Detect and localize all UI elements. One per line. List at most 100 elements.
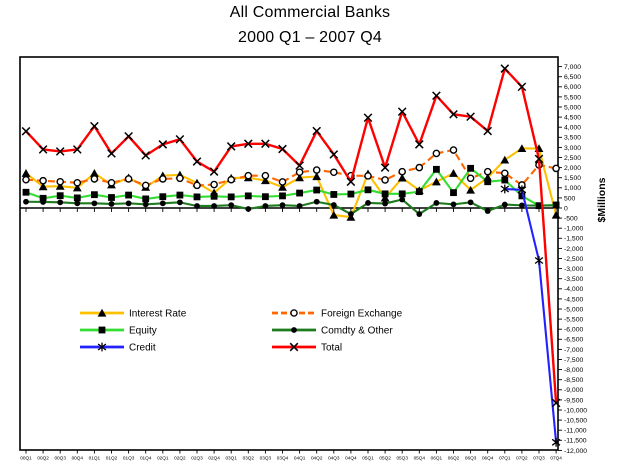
marker-x (90, 121, 99, 131)
y-axis-tick-label: 4,000 (564, 125, 581, 132)
legend-item-foreign-exchange: Foreign Exchange (272, 309, 403, 320)
marker-circle (330, 202, 337, 208)
y-axis-tick-label: -8,000 (564, 367, 583, 374)
marker-circle (245, 206, 252, 212)
marker-circle (519, 202, 525, 209)
marker-circle (228, 202, 235, 209)
y-axis-tick-label: -1,500 (564, 236, 583, 243)
legend-label: Comdty & Other (321, 326, 393, 337)
chart-subtitle: 2000 Q1 – 2007 Q4 (238, 29, 382, 46)
marker-circle (125, 200, 132, 207)
marker-circle-open (295, 168, 304, 177)
marker-square (398, 190, 406, 198)
marker-square (39, 194, 47, 202)
x-axis-tick-label: 04Q1 (294, 456, 306, 461)
marker-x (192, 157, 202, 166)
y-axis-tick-label: -10,000 (564, 407, 587, 414)
marker-x (72, 145, 82, 154)
y-axis-tick-label: -6,000 (564, 327, 583, 334)
x-axis-tick-label: 01Q1 (89, 456, 101, 461)
marker-x (295, 161, 304, 170)
marker-circle (433, 200, 440, 206)
marker-triangle (397, 173, 407, 182)
y-axis-tick-label: -3,500 (564, 276, 583, 283)
marker-circle (348, 211, 354, 217)
marker-circle-open (432, 149, 441, 158)
marker-circle (399, 196, 406, 203)
marker-circle (501, 201, 508, 208)
marker-x (278, 144, 287, 154)
legend-item-total: Total (272, 343, 342, 354)
y-axis-tick-label: -5,500 (564, 317, 583, 324)
marker-circle (91, 200, 98, 207)
x-axis-tick-label: 05Q2 (379, 456, 391, 461)
y-axis-tick-label: -11,500 (564, 438, 587, 445)
legend-item-comdty-other: Comdty & Other (272, 326, 393, 337)
marker-circle-open (39, 176, 47, 185)
legend-item-interest-rate: Interest Rate (80, 309, 187, 320)
x-axis-tick-label: 03Q2 (243, 456, 255, 461)
series-total (21, 64, 561, 408)
x-axis-tick-label: 06Q3 (465, 456, 477, 461)
y-axis-tick-label: -4,500 (564, 296, 583, 303)
marker-x (226, 142, 236, 151)
y-axis-tick-label: -4,000 (564, 286, 583, 293)
marker-circle-open (364, 172, 372, 180)
marker-circle (416, 211, 423, 217)
marker-circle (108, 201, 115, 207)
series-comdty-other (23, 196, 559, 217)
marker-triangle (261, 176, 270, 185)
x-axis-tick-label: 07Q3 (533, 456, 545, 461)
marker-circle (484, 208, 491, 214)
marker-circle-open (398, 167, 407, 176)
legend-label: Total (321, 343, 342, 354)
marker-circle (296, 203, 303, 209)
marker-circle-open (329, 168, 338, 177)
legend-label: Credit (129, 343, 156, 354)
marker-circle (365, 200, 371, 206)
marker-circle (291, 327, 297, 333)
y-axis-tick-label: 6,000 (564, 84, 581, 91)
x-axis-tick-label: 06Q2 (448, 456, 460, 461)
marker-square (193, 193, 201, 201)
marker-triangle (432, 177, 441, 186)
marker-circle-open (176, 174, 184, 183)
marker-square (262, 193, 269, 201)
y-axis-tick-label: -12,000 (564, 448, 587, 455)
marker-circle (23, 198, 29, 205)
legend-item-equity: Equity (80, 326, 157, 337)
x-axis-tick-label: 00Q2 (37, 456, 49, 461)
marker-x (158, 140, 168, 149)
marker-circle-open (210, 180, 218, 189)
y-axis-tick-label: 3,000 (564, 145, 581, 152)
marker-x (312, 126, 322, 136)
marker-circle-open (552, 164, 560, 173)
y-axis-tick-label: -11,000 (564, 428, 587, 435)
y-axis-tick-label: 7,000 (564, 64, 581, 71)
y-axis-tick-label: -500 (564, 216, 578, 223)
marker-asterisk (500, 184, 510, 194)
y-axis-tick-label: 4,500 (564, 115, 581, 122)
series-line-credit (504, 187, 558, 443)
marker-square (244, 192, 252, 200)
x-axis-tick-label: 04Q2 (311, 456, 323, 461)
plot-frame (19, 56, 559, 451)
y-axis-tick-label: -10,500 (564, 418, 587, 425)
x-axis-tick-label: 04Q4 (345, 456, 357, 461)
marker-triangle (449, 169, 458, 177)
y-axis-tick-label: 3,500 (564, 135, 581, 142)
x-axis-tick-label: 02Q1 (157, 456, 169, 461)
marker-circle-open (56, 177, 65, 186)
marker-circle-open (261, 171, 270, 180)
marker-circle (74, 200, 81, 207)
x-axis-tick-label: 02Q3 (191, 456, 203, 461)
marker-x (380, 163, 390, 172)
marker-x (466, 112, 475, 122)
y-axis-tick-label: -9,000 (564, 387, 583, 394)
series-line-comdty-other (25, 198, 557, 216)
marker-square (501, 176, 509, 184)
marker-circle (262, 203, 269, 209)
y-axis-tick-label: -8,500 (564, 377, 583, 384)
y-axis-tick-label: -1,000 (564, 226, 583, 233)
marker-square (142, 195, 150, 203)
